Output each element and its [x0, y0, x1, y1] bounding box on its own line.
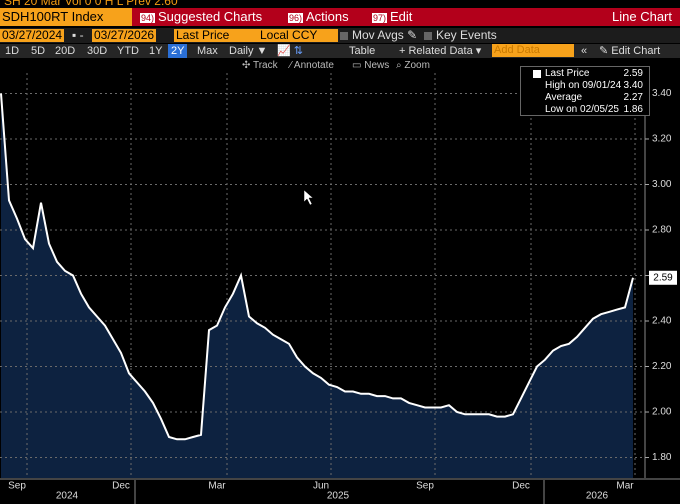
key-events[interactable]: Key Events — [424, 29, 497, 42]
currency-select[interactable]: Local CCY — [258, 29, 338, 42]
y-tick-label: 1.80 — [652, 452, 672, 463]
menu-item[interactable]: 94) Suggested Charts — [140, 8, 262, 26]
period-button[interactable]: 20D — [55, 45, 76, 57]
x-tick-label: Mar — [616, 481, 634, 492]
tool[interactable]: ✣ Track — [242, 60, 278, 71]
chart-icons[interactable]: 📈 ⇅ — [277, 45, 303, 57]
tool-label: Annotate — [293, 60, 334, 71]
menu-label: Suggested Charts — [158, 9, 263, 24]
legend-value: 3.40 — [623, 80, 643, 91]
legend: Last Price 2.59 High on 09/01/24 3.40 Aver… — [520, 66, 650, 116]
menu-item[interactable]: 97) Edit — [372, 8, 412, 26]
x-tick-label: Jun — [313, 481, 329, 492]
menu-label: Edit — [390, 9, 413, 24]
legend-entry: Low on 02/05/25 1.86 — [545, 104, 645, 116]
legend-label: High on 09/01/24 — [545, 80, 622, 91]
last-value-label: 2.59 — [653, 272, 673, 283]
tool[interactable]: ⌕ Zoom — [396, 60, 430, 71]
x-tick-label: Sep — [416, 481, 434, 492]
menu-num: 94) — [140, 13, 156, 23]
menu-num: 97) — [372, 13, 388, 23]
line — [0, 93, 634, 441]
frequency[interactable]: Daily ▼ — [229, 45, 268, 57]
period-button[interactable]: 30D — [87, 45, 108, 57]
legend-label: Last Price — [545, 68, 590, 79]
end-date[interactable]: 03/27/2026 — [92, 28, 157, 42]
collapse[interactable]: « — [581, 45, 588, 57]
y-tick-label: 3.00 — [652, 179, 672, 190]
y-tick-label: 3.20 — [652, 134, 672, 145]
tool-label: Track — [252, 60, 278, 71]
menu-label: Actions — [306, 9, 349, 24]
legend-value: 2.59 — [623, 68, 643, 79]
legend-swatch — [533, 70, 541, 78]
period-button[interactable]: 1Y — [149, 45, 163, 57]
date-sep: ▪ - — [72, 28, 84, 42]
tool-label: Zoom — [404, 60, 430, 71]
menu-num: 96) — [288, 13, 304, 23]
chart-type: Line Chart — [612, 9, 672, 24]
key-events-label: Key Events — [436, 28, 497, 42]
legend-entry: Average 2.27 — [545, 92, 645, 104]
table-button[interactable]: Table — [349, 45, 376, 57]
ticker[interactable]: SDH100RT Index — [0, 8, 132, 26]
menu-item[interactable]: 96) Actions — [288, 8, 349, 26]
x-tick-label: Mar — [208, 481, 226, 492]
y-tick-label: 2.80 — [652, 225, 672, 236]
edit-chart[interactable]: ✎ Edit Chart — [599, 45, 661, 57]
last-value-tag — [649, 270, 677, 285]
y-tick-label: 2.20 — [652, 361, 672, 372]
period-button[interactable]: Max — [197, 45, 218, 57]
legend-entry: High on 09/01/24 3.40 — [545, 80, 645, 92]
mov-avgs-label: Mov Avgs — [352, 28, 404, 42]
tool-label: News — [364, 60, 390, 71]
mov-avgs[interactable]: Mov Avgs ✎ — [340, 29, 417, 42]
add-data[interactable]: Add Data — [492, 44, 574, 57]
tool[interactable]: ⁄ Annotate — [290, 60, 334, 71]
legend-label: Low on 02/05/25 — [545, 104, 619, 115]
start-date[interactable]: 03/27/2024 — [0, 28, 65, 42]
year-label: 2025 — [327, 491, 350, 502]
year-label: 2024 — [56, 491, 79, 502]
legend-value: 1.86 — [623, 104, 643, 115]
legend-label: Average — [545, 92, 583, 103]
related-data[interactable]: + Related Data ▾ — [399, 45, 482, 57]
period-button[interactable]: 5D — [31, 45, 46, 57]
x-tick-label: Sep — [8, 481, 26, 492]
y-tick-label: 2.40 — [652, 316, 672, 327]
legend-value: 2.27 — [623, 92, 643, 103]
cursor — [303, 189, 314, 206]
field-select[interactable]: Last Price — [174, 29, 258, 42]
edit-chart-label: Edit Chart — [611, 45, 661, 57]
menu-bar — [0, 8, 680, 26]
area — [1, 93, 633, 478]
x-tick-label: Dec — [112, 481, 130, 492]
tool[interactable]: ▭ News — [352, 60, 390, 71]
y-tick-label: 3.40 — [652, 88, 672, 99]
quote-strip: SH 20 Mar Vol 0 0 H L Prev 2.60 — [4, 0, 178, 8]
x-tick-label: Dec — [512, 481, 530, 492]
legend-entry: Last Price 2.59 — [545, 68, 645, 80]
period-button[interactable]: 2Y — [168, 44, 188, 58]
year-label: 2026 — [586, 491, 609, 502]
period-button[interactable]: 1D — [5, 45, 20, 57]
y-tick-label: 2.00 — [652, 407, 672, 418]
period-button[interactable]: YTD — [117, 45, 139, 57]
